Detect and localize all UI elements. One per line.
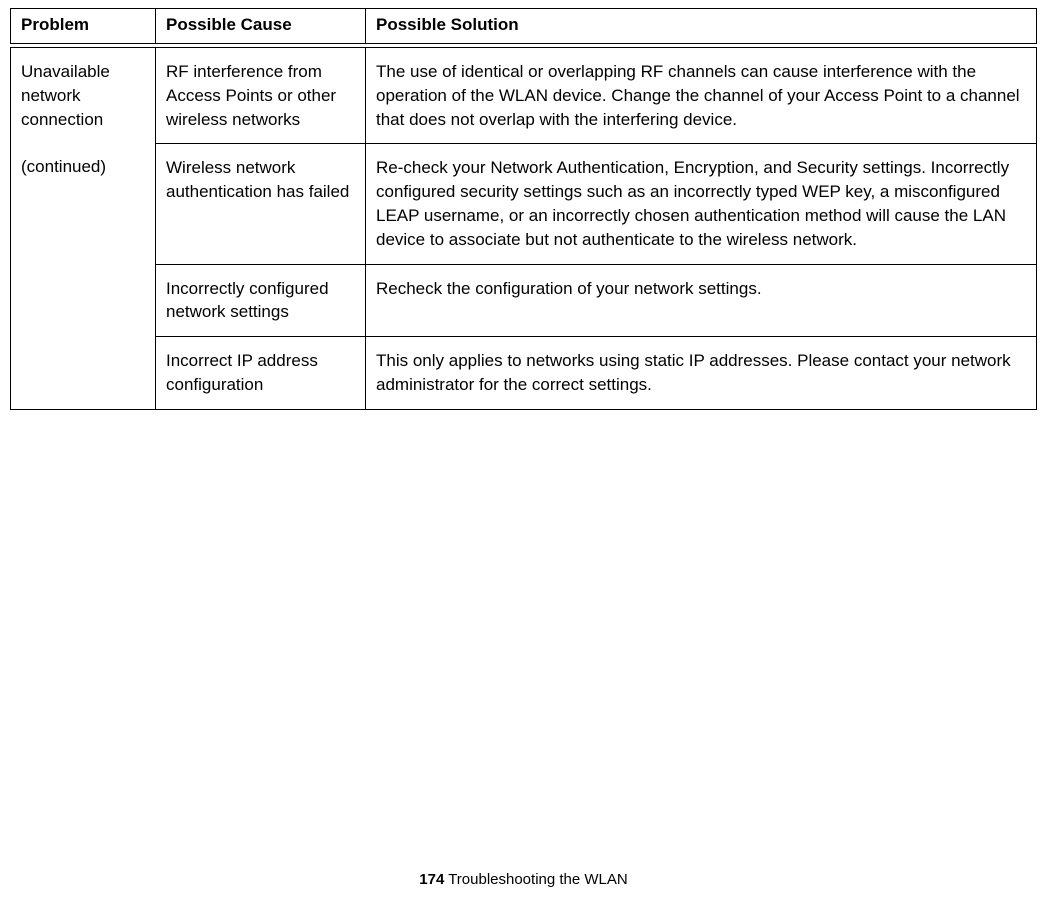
cell-cause: Incorrect IP address configuration <box>156 337 366 410</box>
header-solution: Possible Solution <box>366 9 1037 44</box>
troubleshooting-table: Problem Possible Cause Possible Solution… <box>10 8 1037 410</box>
header-cause: Possible Cause <box>156 9 366 44</box>
cell-solution: Recheck the configuration of your networ… <box>366 264 1037 337</box>
cell-solution: The use of identical or overlapping RF c… <box>366 48 1037 144</box>
page-footer: 174 Troubleshooting the WLAN <box>0 871 1047 888</box>
table-row: Incorrectly configured network settings … <box>11 264 1037 337</box>
table-row: Incorrect IP address configuration This … <box>11 337 1037 410</box>
problem-continued: (continued) <box>21 157 106 176</box>
page-number: 174 <box>419 871 444 888</box>
table-header-row: Problem Possible Cause Possible Solution <box>11 9 1037 44</box>
cell-cause: RF interference from Access Points or ot… <box>156 48 366 144</box>
cell-cause: Wireless network authentication has fail… <box>156 144 366 264</box>
problem-text: Unavailable network connection <box>21 62 110 129</box>
footer-title: Troubleshooting the WLAN <box>444 871 627 888</box>
cell-solution: Re-check your Network Authentication, En… <box>366 144 1037 264</box>
header-problem: Problem <box>11 9 156 44</box>
cell-problem: Unavailable network connection (continue… <box>11 48 156 410</box>
table-row: Unavailable network connection (continue… <box>11 48 1037 144</box>
cell-solution: This only applies to networks using stat… <box>366 337 1037 410</box>
table-row: Wireless network authentication has fail… <box>11 144 1037 264</box>
cell-cause: Incorrectly configured network settings <box>156 264 366 337</box>
